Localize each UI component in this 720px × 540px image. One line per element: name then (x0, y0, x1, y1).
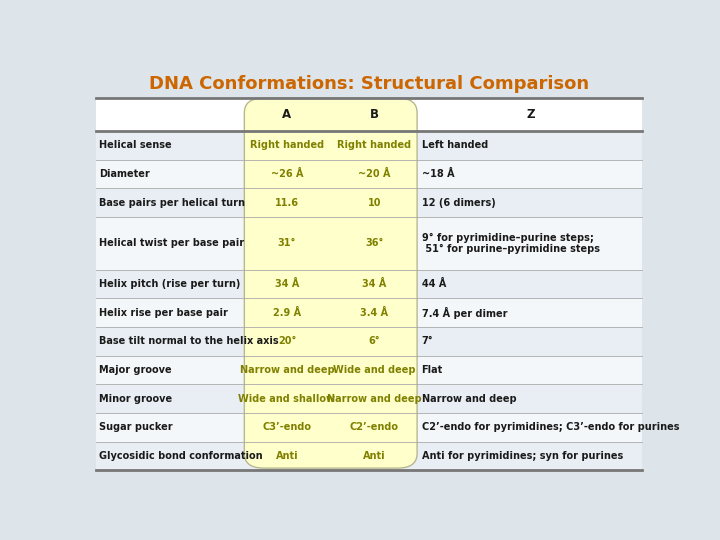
Text: 3.4 Å: 3.4 Å (361, 308, 389, 318)
Bar (96, 442, 642, 470)
Text: Z: Z (526, 108, 534, 121)
Text: Anti for pyrimidines; syn for purines: Anti for pyrimidines; syn for purines (422, 451, 623, 461)
Text: C3’-endo: C3’-endo (263, 422, 312, 432)
Text: Helical twist per base pair: Helical twist per base pair (99, 238, 244, 248)
Text: Sugar pucker: Sugar pucker (99, 422, 173, 432)
Text: Anti: Anti (276, 451, 298, 461)
Bar (96, 131, 642, 160)
Text: ~18 Å: ~18 Å (422, 169, 454, 179)
Text: C2’-endo for pyrimidines; C3’-endo for purines: C2’-endo for pyrimidines; C3’-endo for p… (422, 422, 679, 432)
Text: 34 Å: 34 Å (362, 279, 387, 289)
Text: 34 Å: 34 Å (275, 279, 300, 289)
Text: Anti: Anti (363, 451, 386, 461)
Text: 36°: 36° (365, 238, 384, 248)
Text: Narrow and deep: Narrow and deep (422, 394, 516, 403)
Text: 11.6: 11.6 (275, 198, 299, 207)
Bar (96, 299, 642, 327)
Text: 20°: 20° (278, 336, 296, 346)
Text: ~26 Å: ~26 Å (271, 169, 303, 179)
Text: 7.4 Å per dimer: 7.4 Å per dimer (422, 307, 507, 319)
Bar (96, 413, 642, 442)
Text: 6°: 6° (369, 336, 380, 346)
Text: Right handed: Right handed (338, 140, 412, 150)
Text: 10: 10 (368, 198, 381, 207)
FancyBboxPatch shape (244, 98, 417, 468)
Bar (96, 217, 642, 270)
Bar (96, 270, 642, 299)
Text: Major groove: Major groove (99, 365, 171, 375)
Text: DNA Conformations: Structural Comparison: DNA Conformations: Structural Comparison (149, 75, 589, 93)
Text: Narrow and deep: Narrow and deep (240, 365, 334, 375)
Text: Helix rise per base pair: Helix rise per base pair (99, 308, 228, 318)
Bar (96, 356, 642, 384)
Text: 9° for pyrimidine–purine steps;
 51° for purine–pyrimidine steps: 9° for pyrimidine–purine steps; 51° for … (422, 232, 600, 254)
Text: 44 Å: 44 Å (422, 279, 446, 289)
Bar (96, 98, 642, 470)
Text: Flat: Flat (422, 365, 443, 375)
Text: Diameter: Diameter (99, 169, 150, 179)
Bar (96, 188, 642, 217)
Text: B: B (370, 108, 379, 121)
Text: A: A (282, 108, 292, 121)
Text: Glycosidic bond conformation: Glycosidic bond conformation (99, 451, 263, 461)
Text: Left handed: Left handed (422, 140, 488, 150)
Text: 7°: 7° (422, 336, 433, 346)
Text: Right handed: Right handed (250, 140, 324, 150)
Bar (96, 384, 642, 413)
Text: Base tilt normal to the helix axis: Base tilt normal to the helix axis (99, 336, 279, 346)
Bar (96, 160, 642, 188)
Text: 2.9 Å: 2.9 Å (273, 308, 301, 318)
Text: Wide and shallow: Wide and shallow (238, 394, 336, 403)
Text: Wide and deep: Wide and deep (333, 365, 415, 375)
Text: Minor groove: Minor groove (99, 394, 172, 403)
Text: 31°: 31° (278, 238, 296, 248)
Text: Helical sense: Helical sense (99, 140, 171, 150)
Text: ~20 Å: ~20 Å (359, 169, 391, 179)
Text: Helix pitch (rise per turn): Helix pitch (rise per turn) (99, 279, 240, 289)
Text: C2’-endo: C2’-endo (350, 422, 399, 432)
Text: Base pairs per helical turn: Base pairs per helical turn (99, 198, 245, 207)
Text: 12 (6 dimers): 12 (6 dimers) (422, 198, 495, 207)
Bar (96, 327, 642, 356)
Text: Narrow and deep: Narrow and deep (327, 394, 422, 403)
